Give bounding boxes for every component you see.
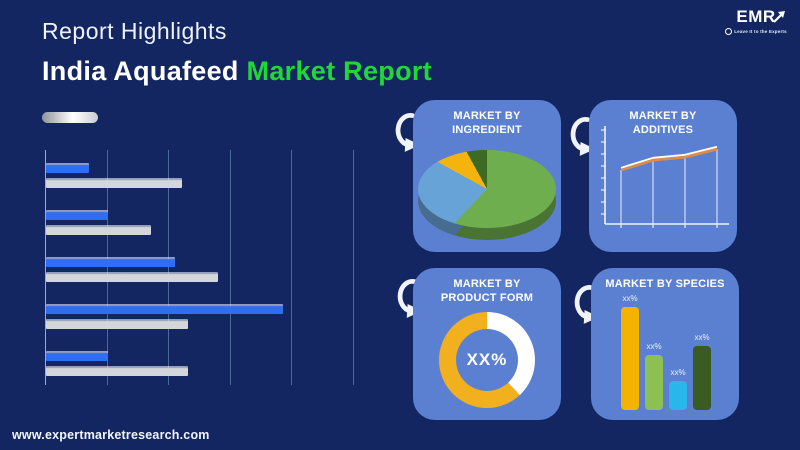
- title-underline: [42, 112, 98, 123]
- donut-center-label: XX%: [466, 350, 508, 369]
- species-bar: [693, 346, 711, 410]
- species-bar-label: xx%: [646, 342, 662, 352]
- bar-series-gray: [46, 271, 219, 282]
- grid-line: [168, 150, 170, 385]
- page-title-green: Market Report: [246, 56, 432, 86]
- panel-market-by-additives: MARKET BY ADDITIVES: [589, 100, 737, 252]
- emr-logo-text: EMR: [736, 7, 776, 26]
- species-bar-chart: xx% xx% xx% xx%: [591, 268, 739, 420]
- panel-title: MARKET BY ADDITIVES: [629, 110, 697, 136]
- species-bar: [669, 381, 687, 410]
- bar-series-blue: [46, 351, 108, 361]
- bar-series-gray: [46, 318, 188, 329]
- ingredient-pie-chart: [418, 150, 556, 242]
- bar-series-gray: [46, 365, 188, 376]
- page-title: India Aquafeed Market Report: [42, 56, 432, 87]
- panel-market-by-species: MARKET BY SPECIES xx% xx% xx% xx%: [591, 268, 739, 420]
- species-bar-label: xx%: [670, 368, 686, 378]
- bar-series-blue: [46, 163, 90, 173]
- logo-tagline: Leave It to the Experts: [734, 29, 787, 34]
- species-bar-label: xx%: [622, 294, 638, 303]
- curved-arrow-icon: [570, 117, 596, 156]
- grid-line: [353, 150, 354, 385]
- panel-market-by-ingredient: MARKET BY INGREDIENT: [413, 100, 561, 252]
- species-bar-label: xx%: [694, 333, 710, 343]
- species-bar: [645, 355, 663, 410]
- curved-arrow-icon: [395, 113, 421, 152]
- line-chart-svg: [601, 126, 729, 228]
- grid-line: [106, 150, 108, 385]
- trend-line: [620, 147, 718, 172]
- website-url[interactable]: www.expertmarketresearch.com: [12, 428, 210, 442]
- species-bar: [621, 307, 639, 410]
- trend-line-highlight: [620, 145, 718, 169]
- summary-paired-bar-chart: [45, 148, 360, 388]
- logo-ring-icon: [725, 28, 733, 35]
- donut-hole: [456, 329, 518, 391]
- panel-title: MARKET BY INGREDIENT: [452, 110, 522, 136]
- bar-series-blue: [46, 304, 284, 314]
- emr-logo: EMR Leave It to the Experts: [724, 8, 788, 35]
- y-axis-line: [45, 150, 46, 385]
- additives-line-chart: [595, 124, 733, 246]
- panel-title: MARKET BY SPECIES: [605, 278, 725, 290]
- pie-top-face: [418, 150, 556, 228]
- bar-series-gray: [46, 224, 151, 235]
- panel-market-by-product-form: MARKET BY PRODUCT FORM XX%: [413, 268, 561, 420]
- bar-series-gray: [46, 177, 182, 188]
- bar-series-blue: [46, 210, 108, 220]
- page-title-white: India Aquafeed: [42, 56, 247, 86]
- grid-line: [229, 150, 231, 385]
- bar-series-blue: [46, 257, 176, 267]
- logo-arrow-icon: [773, 11, 785, 23]
- grid-line: [291, 150, 293, 385]
- product-form-donut-chart: XX%: [439, 312, 535, 408]
- panel-title: MARKET BY PRODUCT FORM: [440, 278, 534, 304]
- page-subtitle: Report Highlights: [42, 18, 227, 44]
